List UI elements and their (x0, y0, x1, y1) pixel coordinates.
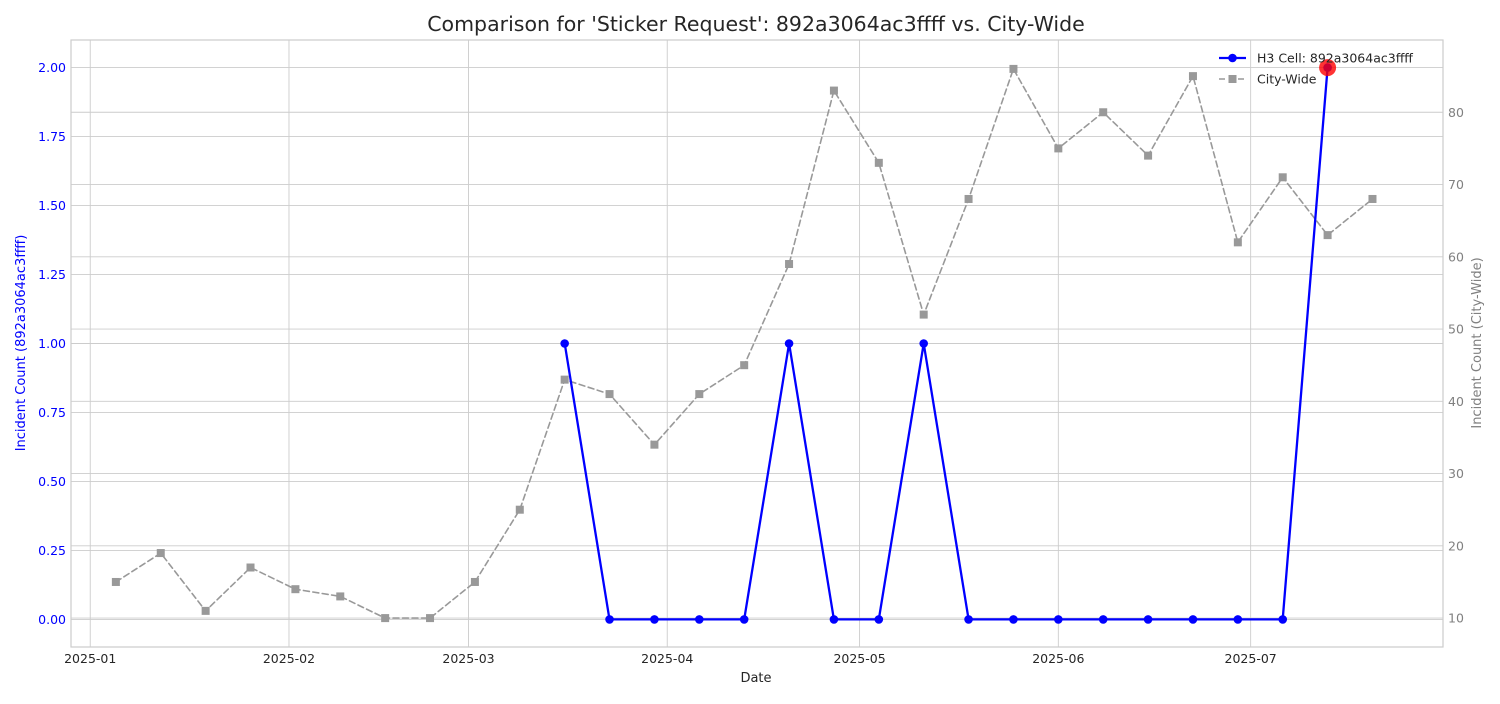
legend-label: City-Wide (1257, 72, 1317, 87)
highlight-marker (1319, 59, 1337, 77)
city-wide-point (381, 614, 390, 623)
left-y-axis-ticks: 0.00 0.25 0.50 0.75 1.00 1.25 1.50 1.75 2.00 (38, 60, 66, 627)
h3-cell-point (694, 615, 704, 624)
city-wide-point (291, 585, 300, 594)
city-wide-point (1188, 72, 1197, 81)
x-tick-label: 2025-04 (641, 651, 693, 666)
city-wide-point (605, 390, 614, 399)
h3-cell-point (874, 615, 884, 624)
city-wide-point (1099, 108, 1108, 117)
right-y-axis-ticks: 10 20 30 40 50 60 70 80 (1448, 105, 1464, 626)
left-y-axis-label: Incident Count (892a3064ac3ffff) (14, 235, 29, 452)
h3-cell-point (1098, 615, 1108, 624)
right-y-tick-label: 20 (1448, 538, 1464, 553)
x-tick-label: 2025-06 (1032, 651, 1084, 666)
left-y-tick-label: 0.75 (38, 405, 66, 420)
right-y-tick-label: 40 (1448, 394, 1464, 409)
h3-cell-point (1278, 615, 1288, 624)
city-wide-point (650, 440, 659, 449)
city-wide-point (111, 577, 120, 586)
legend-item: City-Wide (1219, 72, 1317, 87)
grid-lines (71, 40, 1443, 647)
h3-cell-point (919, 339, 928, 348)
city-wide-point (1233, 238, 1242, 247)
right-y-tick-label: 70 (1448, 177, 1464, 192)
x-tick-label: 2025-07 (1225, 651, 1277, 666)
h3-cell-point (1143, 615, 1153, 624)
h3-cell-point (605, 615, 614, 624)
left-y-tick-label: 0.25 (38, 543, 66, 558)
left-y-tick-label: 1.50 (38, 198, 66, 213)
city-wide-point (1054, 144, 1063, 153)
series-city-wide (111, 64, 1377, 623)
h3-cell-point (1009, 615, 1018, 624)
right-y-axis-label: Incident Count (City-Wide) (1470, 257, 1485, 428)
city-wide-point (515, 505, 524, 514)
h3-cell-point (829, 615, 839, 624)
left-y-tick-label: 0.50 (38, 474, 66, 489)
city-wide-point (336, 592, 345, 601)
city-wide-point (470, 577, 479, 586)
left-y-tick-label: 1.00 (38, 336, 66, 351)
h3-cell-point (650, 615, 659, 624)
city-wide-point (1368, 194, 1377, 203)
left-y-tick-label: 1.25 (38, 267, 66, 282)
right-y-tick-label: 80 (1448, 105, 1464, 120)
x-axis-ticks: 2025-01 2025-02 2025-03 2025-04 2025-05 2025-… (64, 651, 1277, 666)
x-tick-label: 2025-02 (263, 651, 315, 666)
right-y-tick-label: 50 (1448, 322, 1464, 337)
left-y-tick-label: 1.75 (38, 129, 66, 144)
h3-cell-point (1233, 615, 1243, 624)
left-y-tick-label: 0.00 (38, 612, 66, 627)
city-wide-point (829, 86, 838, 95)
city-wide-point (201, 606, 210, 615)
city-wide-point (1009, 64, 1018, 73)
city-wide-point (426, 614, 435, 623)
right-y-tick-label: 60 (1448, 249, 1464, 264)
legend-square-marker (1228, 75, 1237, 83)
city-wide-point (1323, 231, 1332, 240)
city-wide-point (874, 158, 883, 167)
h3-cell-point (964, 615, 973, 624)
legend-label: H3 Cell: 892a3064ac3ffff (1257, 51, 1413, 66)
city-wide-point (785, 260, 794, 269)
series-h3-cell (560, 63, 1332, 624)
x-tick-label: 2025-01 (64, 651, 116, 666)
h3-cell-point (1054, 615, 1063, 624)
right-y-tick-label: 10 (1448, 611, 1464, 626)
city-wide-point (1278, 173, 1287, 182)
h3-cell-point (784, 339, 794, 348)
chart-title: Comparison for 'Sticker Request': 892a30… (427, 12, 1085, 36)
x-tick-label: 2025-03 (442, 651, 494, 666)
x-tick-label: 2025-05 (833, 651, 885, 666)
city-wide-point (246, 563, 255, 572)
city-wide-point (560, 375, 569, 384)
x-axis-label: Date (740, 671, 771, 686)
h3-cell-point (1188, 615, 1198, 624)
series-layer (111, 59, 1377, 624)
h3-cell-point (560, 339, 569, 348)
h3-cell-line (563, 66, 1329, 621)
right-y-tick-label: 30 (1448, 466, 1464, 481)
city-wide-point (156, 549, 165, 558)
legend-circle-marker (1228, 53, 1237, 63)
left-y-tick-label: 2.00 (38, 60, 66, 75)
plot-frame (70, 39, 1444, 648)
legend: H3 Cell: 892a3064ac3ffff City-Wide (1219, 51, 1413, 87)
city-wide-point (740, 361, 749, 370)
city-wide-point (964, 194, 973, 203)
city-wide-point (919, 310, 928, 319)
city-wide-point (695, 390, 704, 399)
h3-cell-point (739, 615, 749, 624)
legend-item: H3 Cell: 892a3064ac3ffff (1219, 51, 1413, 66)
city-wide-point (1144, 151, 1153, 160)
